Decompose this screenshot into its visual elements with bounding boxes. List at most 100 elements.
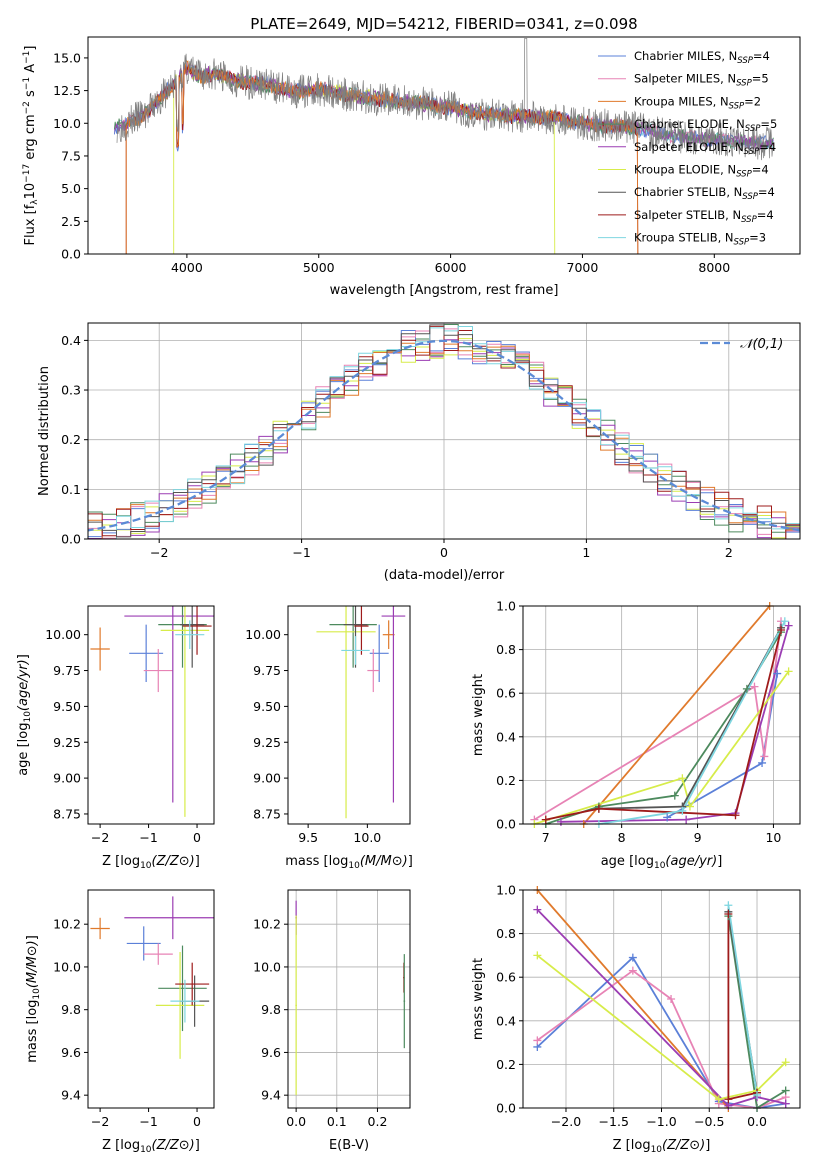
weight-marker-1	[628, 966, 637, 975]
histogram-7	[88, 325, 800, 539]
y-tick-label: 9.4	[261, 1088, 281, 1103]
model-line-7	[125, 64, 639, 254]
x-tick-label: −1	[292, 545, 310, 560]
x-tick-label: 7	[542, 830, 550, 845]
weight-marker-5	[533, 951, 542, 960]
weight-marker-4	[682, 815, 691, 824]
weight-line-1	[536, 969, 787, 1108]
weight-marker-8	[678, 806, 687, 815]
spectrum-plot	[113, 37, 774, 254]
weight-marker-5	[781, 1058, 790, 1067]
y-tick-label: 10.0	[253, 959, 281, 974]
x-tick-label: 9.5	[298, 830, 318, 845]
y-tick-label: 9.00	[253, 771, 281, 786]
x-tick-label: 0	[193, 830, 201, 845]
residuals-plot	[88, 324, 800, 539]
y-axis-label: mass weight	[471, 958, 486, 1040]
y-tick-label: 9.4	[61, 1088, 81, 1103]
y-tick-label: 0.4	[496, 1013, 516, 1028]
chart-title: PLATE=2649, MJD=54212, FIBERID=0341, z=0…	[250, 15, 637, 33]
x-tick-label: 0.0	[286, 1114, 306, 1129]
x-tick-label: −1.0	[646, 1114, 676, 1129]
weight-marker-5	[784, 667, 793, 676]
y-tick-label: 0.3	[61, 383, 81, 398]
x-tick-label: 1	[582, 545, 590, 560]
x-tick-label: 9	[694, 830, 702, 845]
weight-marker-3	[781, 1086, 790, 1095]
legend-entry-7: Salpeter STELIB, NSSP=4	[634, 208, 774, 225]
weight-marker-4	[781, 1099, 790, 1108]
y-tick-label: 5.0	[61, 181, 81, 196]
weight-line-7	[545, 629, 782, 821]
mass_vs_ebv-plot	[295, 900, 406, 1096]
x-tick-label: 0.2	[368, 1114, 388, 1129]
axes-frame	[87, 322, 801, 540]
weight-line-0	[666, 673, 779, 819]
weight-line-4	[536, 908, 786, 1107]
y-tick-label: 10.0	[53, 116, 81, 131]
weight-marker-0	[758, 758, 767, 767]
legend-entry-4: Salpeter ELODIE, NSSP=4	[634, 140, 776, 157]
x-tick-label: 7000	[567, 260, 599, 275]
weight-marker-5	[685, 802, 694, 811]
y-tick-label: 1.0	[496, 883, 516, 898]
weight-marker-1	[533, 1036, 542, 1045]
y-tick-label: 0.8	[496, 926, 516, 941]
axes-frame	[522, 605, 801, 825]
x-axis-label: Z [log10(Z/Z⊙)]	[613, 1138, 711, 1155]
weight-marker-7	[724, 1095, 733, 1104]
x-axis-label: Z [log10(Z/Z⊙)]	[102, 1138, 200, 1155]
x-axis-label: E(B-V)	[329, 1138, 369, 1153]
x-tick-label: −2.0	[551, 1114, 581, 1129]
weight-line-5	[534, 670, 790, 824]
age_vs_mass-plot	[316, 606, 406, 819]
legend-entry-1: Salpeter MILES, NSSP=5	[634, 72, 769, 89]
weight-marker-0	[628, 953, 637, 962]
weight-marker-7	[541, 815, 550, 824]
mass_vs_Z-plot	[90, 896, 214, 1059]
weight-marker-7	[731, 811, 740, 820]
weight-line-1	[533, 621, 782, 821]
y-tick-label: 0.0	[496, 1101, 516, 1116]
legend-entry-6: Chabrier STELIB, NSSP=4	[634, 185, 775, 202]
y-tick-label: 0.2	[496, 773, 516, 788]
weight-marker-4	[533, 905, 542, 914]
weight-marker-1	[750, 682, 759, 691]
x-tick-label: 8000	[698, 260, 730, 275]
y-tick-label: 9.8	[61, 1002, 81, 1017]
axes-frame	[87, 36, 801, 255]
y-tick-label: 10.00	[45, 627, 81, 642]
age_vs_Z-plot	[90, 606, 214, 817]
y-tick-label: 0.6	[496, 970, 516, 985]
axes-frame	[87, 605, 215, 825]
x-tick-label: −1	[139, 830, 157, 845]
x-axis-label: (data-model)/error	[384, 568, 505, 583]
x-tick-label: 8	[618, 830, 626, 845]
y-tick-label: 9.75	[53, 663, 81, 678]
y-tick-label: 15.0	[53, 50, 81, 65]
model-line-2	[125, 59, 639, 254]
weight-marker-5	[678, 774, 687, 783]
y-axis-label: Flux [fλ10−17 erg cm−2 s−1 A−1]	[22, 46, 40, 246]
x-tick-label: −2	[150, 545, 168, 560]
weight-marker-7	[777, 625, 786, 634]
weight-line-8	[727, 905, 758, 1096]
weight-marker-4	[784, 621, 793, 630]
x-tick-label: −0.5	[694, 1114, 724, 1129]
weight-line-2	[583, 606, 771, 824]
x-axis-label: Z [log10(Z/Z⊙)]	[102, 854, 200, 871]
y-tick-label: 0.6	[496, 686, 516, 701]
y-tick-label: 9.75	[253, 663, 281, 678]
y-tick-label: 0.4	[496, 729, 516, 744]
weight-marker-0	[773, 669, 782, 678]
y-tick-label: 9.8	[261, 1002, 281, 1017]
y-tick-label: 2.5	[61, 214, 81, 229]
y-tick-label: 10.0	[53, 959, 81, 974]
legend-entry-2: Kroupa MILES, NSSP=2	[634, 94, 761, 111]
x-tick-label: −2	[91, 1114, 109, 1129]
weight-marker-8	[753, 1090, 762, 1099]
y-tick-label: 8.75	[53, 806, 81, 821]
y-tick-label: 0.2	[61, 432, 81, 447]
y-tick-label: 9.6	[261, 1045, 281, 1060]
x-tick-label: 0	[193, 1114, 201, 1129]
